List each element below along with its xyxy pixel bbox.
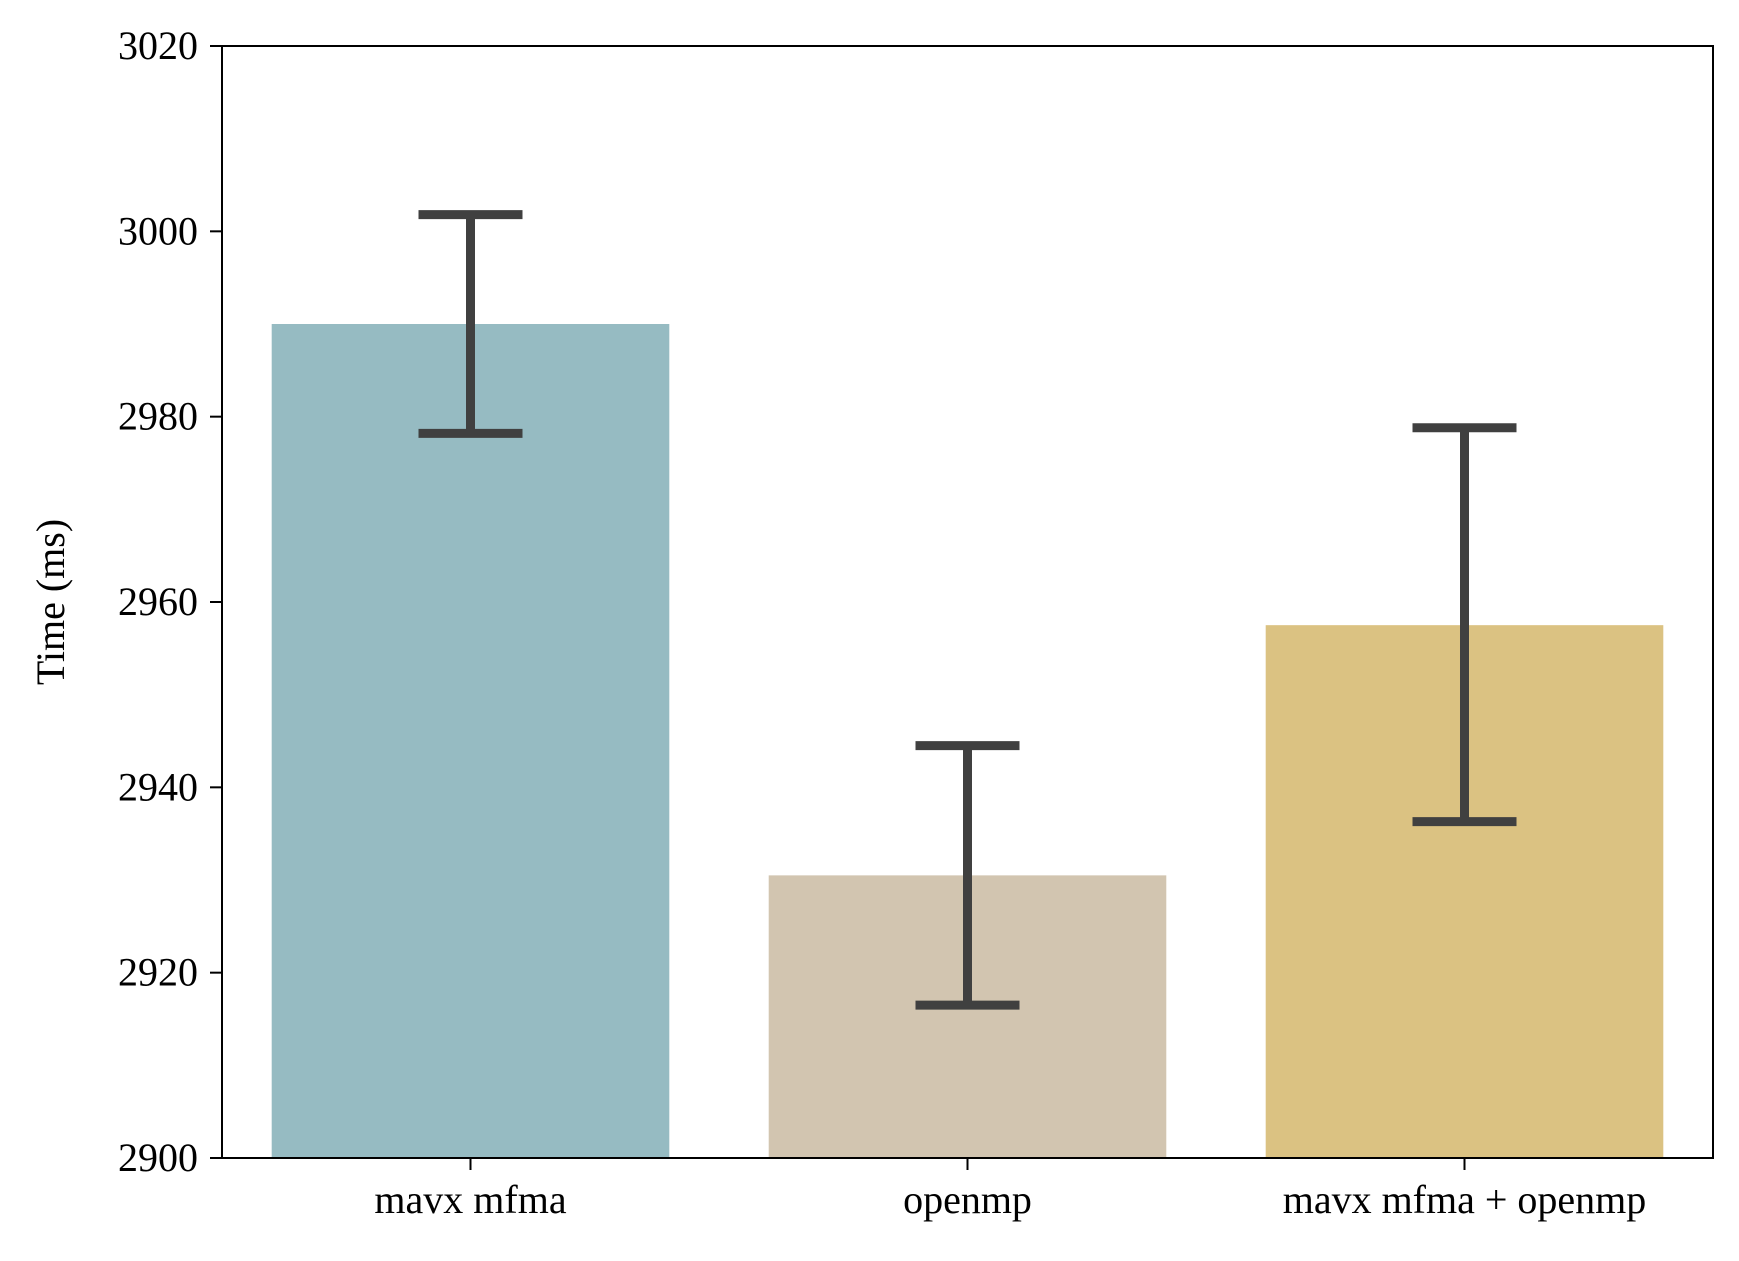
error-bar-1 bbox=[915, 741, 1020, 1010]
x-tick-label-2: mavx mfma + openmp bbox=[1283, 1177, 1647, 1222]
y-tick-label-1: 2920 bbox=[118, 950, 198, 995]
x-tick-label-0: mavx mfma bbox=[374, 1177, 566, 1222]
y-tick-label-4: 2980 bbox=[118, 394, 198, 439]
error-bar-2 bbox=[1412, 423, 1517, 827]
error-bar-0 bbox=[418, 210, 523, 438]
x-axis: mavx mfma openmp mavx mfma + openmp bbox=[374, 1158, 1646, 1222]
y-tick-label-0: 2900 bbox=[118, 1135, 198, 1180]
y-tick-label-6: 3020 bbox=[118, 23, 198, 68]
x-tick-label-1: openmp bbox=[903, 1177, 1032, 1222]
error-bars-group bbox=[418, 210, 1517, 1010]
y-tick-label-3: 2960 bbox=[118, 579, 198, 624]
y-tick-label-5: 3000 bbox=[118, 208, 198, 253]
y-axis-label: Time (ms) bbox=[28, 519, 73, 685]
bar-0 bbox=[271, 324, 670, 1158]
y-tick-label-2: 2940 bbox=[118, 764, 198, 809]
y-axis: 2900 2920 2940 2960 2980 3000 3020 bbox=[118, 23, 222, 1180]
